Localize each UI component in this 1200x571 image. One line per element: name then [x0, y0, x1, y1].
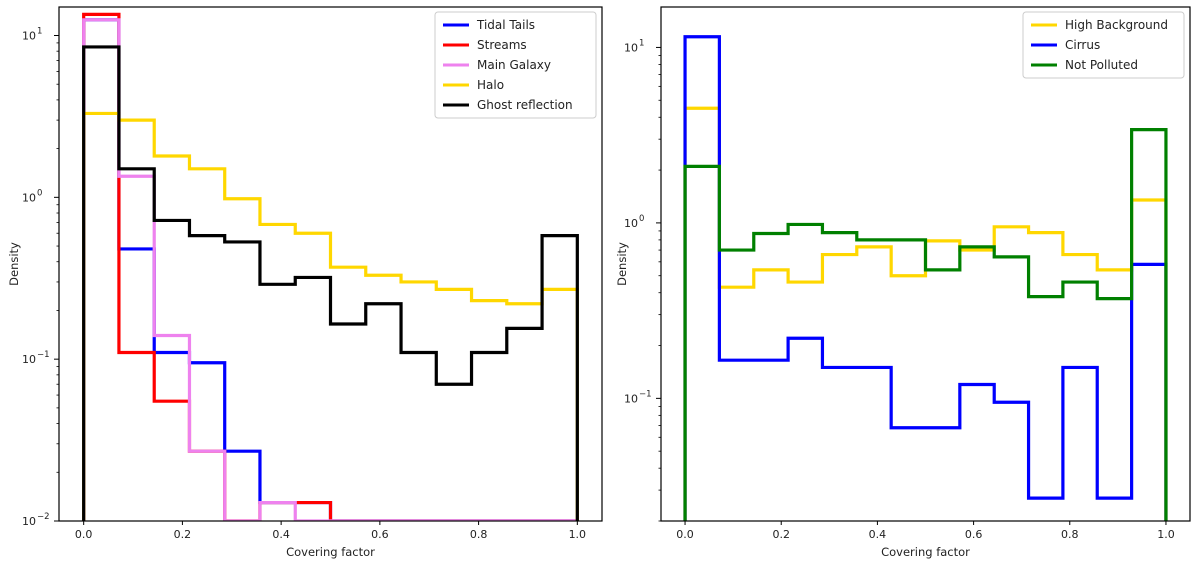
x-tick-label: 0.0: [75, 528, 93, 541]
legend-box: [434, 11, 597, 119]
series-cirrus-steps: [683, 35, 1168, 521]
y-tick-exponent: 1: [37, 26, 42, 36]
x-tick-label: 0.0: [676, 528, 694, 541]
x-tick-label: 0.6: [965, 528, 983, 541]
x-tick-label: 1.0: [1157, 528, 1175, 541]
y-tick-exponent: −1: [37, 350, 50, 360]
legend-label-cirrus: Cirrus: [1065, 38, 1100, 52]
legend-label-halo: Halo: [477, 78, 504, 92]
y-tick-exponent: −1: [639, 389, 652, 399]
y-tick-label: 10: [22, 353, 36, 366]
y-tick-exponent: 1: [639, 38, 644, 48]
series-not-polluted-steps: [683, 128, 1168, 521]
x-axis-label: Covering factor: [286, 545, 375, 559]
series-ghost-reflection-steps: [82, 45, 579, 521]
series-group: [683, 35, 1168, 521]
legend-label-high-background: High Background: [1065, 18, 1168, 32]
x-tick-label: 0.8: [470, 528, 488, 541]
y-tick-label: 10: [624, 217, 638, 230]
y-tick-label: 10: [624, 392, 638, 405]
y-axis-label: Density: [615, 242, 629, 286]
x-tick-label: 1.0: [569, 528, 587, 541]
y-tick-label: 10: [22, 29, 36, 42]
series-tidal-tails-steps: [82, 18, 578, 521]
legend-label-not-polluted: Not Polluted: [1065, 58, 1138, 72]
y-tick-label: 10: [624, 41, 638, 54]
legend-label-streams: Streams: [477, 38, 527, 52]
series-halo-steps: [82, 111, 579, 521]
x-tick-label: 0.2: [174, 528, 192, 541]
y-tick-exponent: 0: [37, 188, 42, 198]
legend: High Background Cirrus Not Polluted: [1022, 11, 1185, 79]
legend-label-tidal-tails: Tidal Tails: [476, 18, 535, 32]
x-tick-label: 0.8: [1061, 528, 1079, 541]
y-tick-exponent: 0: [639, 214, 644, 224]
series-high-background-steps: [683, 106, 1168, 521]
x-tick-label: 0.2: [772, 528, 790, 541]
y-tick-label: 10: [22, 191, 36, 204]
axes-frame: [660, 6, 1191, 522]
y-axis-label: Density: [7, 242, 21, 286]
x-tick-label: 0.4: [869, 528, 887, 541]
x-axis-label: Covering factor: [881, 545, 970, 559]
legend-label-ghost-reflection: Ghost reflection: [477, 98, 573, 112]
y-tick-label: 10: [22, 515, 36, 528]
legend-box: [1022, 11, 1185, 79]
legend: Tidal Tails Streams Main Galaxy Halo Ghost r…: [434, 11, 597, 119]
legend-label-main-galaxy: Main Galaxy: [477, 58, 551, 72]
y-tick-exponent: −2: [37, 512, 50, 522]
x-tick-label: 0.4: [272, 528, 290, 541]
x-tick-label: 0.6: [371, 528, 389, 541]
series-main-galaxy-steps: [82, 18, 578, 521]
axes-frame: [58, 6, 603, 522]
series-group: [82, 12, 579, 521]
